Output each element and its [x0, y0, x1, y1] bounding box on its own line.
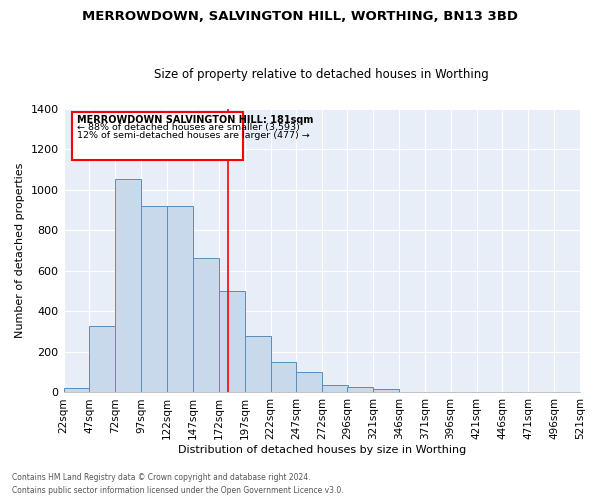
Text: MERROWDOWN SALVINGTON HILL: 181sqm: MERROWDOWN SALVINGTON HILL: 181sqm [77, 114, 313, 124]
Bar [322, 386, 348, 392]
Bar [193, 258, 219, 392]
Title: Size of property relative to detached houses in Worthing: Size of property relative to detached ho… [154, 68, 489, 81]
Bar [271, 362, 296, 392]
Bar [64, 388, 89, 392]
Y-axis label: Number of detached properties: Number of detached properties [15, 163, 25, 338]
Text: 12% of semi-detached houses are larger (477) →: 12% of semi-detached houses are larger (… [77, 131, 310, 140]
Bar [89, 326, 115, 392]
Bar [296, 372, 322, 392]
X-axis label: Distribution of detached houses by size in Worthing: Distribution of detached houses by size … [178, 445, 466, 455]
Text: ← 88% of detached houses are smaller (3,593): ← 88% of detached houses are smaller (3,… [77, 123, 300, 132]
Bar [219, 291, 245, 392]
Bar [373, 390, 399, 392]
Text: MERROWDOWN, SALVINGTON HILL, WORTHING, BN13 3BD: MERROWDOWN, SALVINGTON HILL, WORTHING, B… [82, 10, 518, 23]
Bar [245, 336, 271, 392]
Text: Contains HM Land Registry data © Crown copyright and database right 2024.
Contai: Contains HM Land Registry data © Crown c… [12, 474, 344, 495]
FancyBboxPatch shape [72, 112, 242, 160]
Bar [167, 206, 193, 392]
Bar [141, 206, 167, 392]
Bar [115, 178, 141, 392]
Bar [347, 388, 373, 392]
